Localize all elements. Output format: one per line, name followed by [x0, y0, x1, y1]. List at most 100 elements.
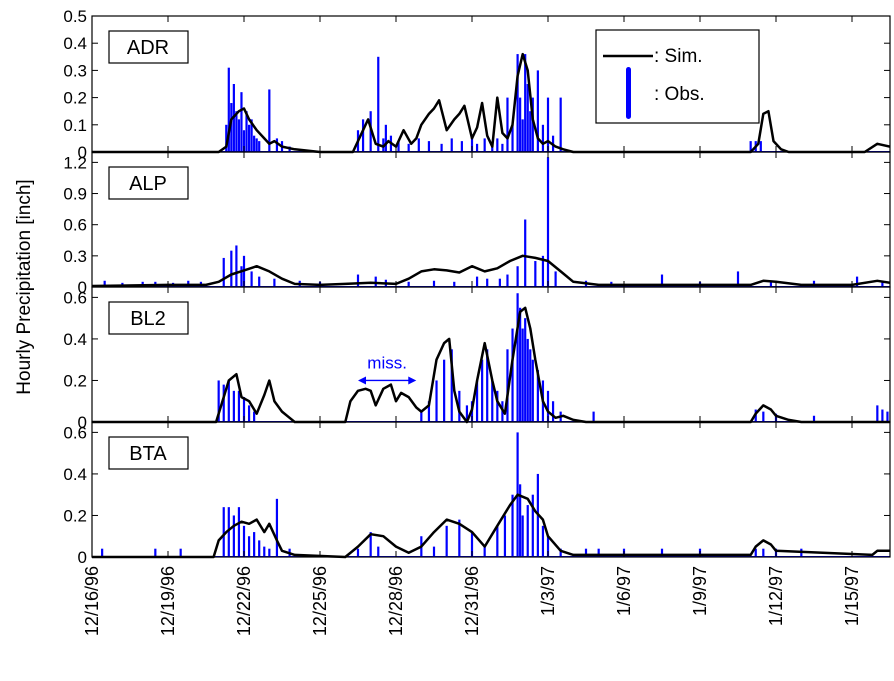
y-tick-label: 0.5	[63, 7, 87, 26]
obs-bar	[253, 135, 256, 152]
panel-frame	[91, 286, 891, 423]
y-tick-label: 0.2	[63, 371, 87, 390]
obs-bar	[453, 281, 456, 287]
obs-bar	[427, 401, 431, 422]
sim-line	[92, 493, 890, 559]
panel-bta: 0 0.2 0.4 0.6 BTA	[63, 421, 891, 567]
obs-bar	[237, 119, 241, 152]
obs-bar	[465, 405, 469, 422]
obs-bar	[232, 390, 235, 422]
obs-bar	[377, 546, 380, 557]
x-tick-label: 1/9/97	[690, 566, 710, 616]
obs-bar	[516, 293, 519, 422]
obs-bar	[247, 405, 251, 422]
obs-bar	[227, 507, 230, 557]
x-tick-label: 1/15/97	[842, 566, 862, 626]
obs-bar	[526, 338, 529, 422]
obs-bar	[546, 536, 550, 557]
x-tick-label: 12/16/96	[82, 566, 102, 636]
obs-bar	[440, 143, 443, 152]
obs-bar	[534, 261, 537, 287]
obs-bar	[541, 124, 545, 152]
obs-bar	[496, 525, 499, 557]
obs-bar	[592, 411, 595, 422]
obs-bar	[754, 548, 757, 557]
y-tick-label: 0.3	[63, 247, 87, 266]
obs-bar	[526, 84, 529, 152]
x-tick-label: 1/12/97	[766, 566, 786, 626]
obs-bar	[253, 532, 256, 557]
y-tick-label: 0	[78, 548, 87, 567]
obs-bar	[235, 245, 238, 287]
obs-bar	[886, 411, 889, 422]
obs-bar	[369, 532, 372, 557]
obs-bar	[450, 138, 453, 152]
legend-box	[595, 29, 760, 124]
panel-label-box	[108, 30, 189, 64]
obs-bar	[531, 359, 534, 422]
obs-bar	[524, 54, 527, 152]
panel-frame	[91, 151, 891, 288]
sim-line	[91, 254, 891, 288]
obs-bar	[660, 274, 664, 287]
legend: : Sim. : Obs.	[595, 29, 760, 124]
obs-bar	[356, 274, 360, 287]
y-tick-label: 0	[78, 143, 87, 162]
obs-bar	[511, 494, 514, 557]
obs-bar	[660, 548, 664, 557]
obs-bar	[417, 138, 420, 152]
obs-bar	[559, 97, 562, 152]
x-tick-label: 12/25/96	[310, 566, 330, 636]
obs-bar	[253, 411, 256, 422]
obs-bar	[546, 390, 550, 422]
obs-bar	[475, 380, 479, 422]
obs-bar	[526, 505, 529, 557]
obs-bar	[491, 143, 494, 152]
obs-bar	[516, 266, 519, 287]
obs-bar	[506, 349, 509, 422]
obs-bar	[475, 276, 479, 287]
y-tick-label: 0.4	[63, 465, 87, 484]
panel-label-box	[108, 166, 189, 200]
miss-annotation: miss.	[367, 353, 407, 372]
obs-bar	[240, 92, 243, 152]
y-tick-label: 0.6	[63, 423, 87, 442]
obs-bar	[222, 257, 225, 287]
obs-bar	[103, 280, 106, 287]
obs-bar	[268, 548, 271, 557]
x-tick-label: 1/6/97	[614, 566, 634, 616]
obs-bar	[250, 271, 253, 287]
y-tick-label: 0	[78, 278, 87, 297]
obs-bar	[240, 266, 243, 287]
obs-bar	[235, 111, 238, 152]
obs-bar	[491, 380, 494, 422]
obs-bar	[501, 143, 504, 152]
obs-bar	[736, 271, 740, 287]
y-axis-label: Hourly Precipitation [inch]	[14, 179, 35, 394]
x-tick-label: 12/22/96	[234, 566, 254, 636]
obs-bar	[460, 141, 463, 152]
panel-frame	[91, 421, 891, 558]
y-tick-label: 1.2	[63, 153, 87, 172]
panel-frame	[91, 15, 891, 153]
y-tick-label: 0	[78, 413, 87, 432]
obs-bar	[154, 548, 157, 557]
obs-bar	[458, 519, 461, 557]
obs-bar	[258, 276, 261, 287]
obs-bar	[519, 97, 522, 152]
obs-bar	[384, 124, 387, 152]
obs-bar	[443, 359, 446, 422]
legend-obs-label: : Obs.	[654, 84, 705, 105]
panels: 00.10.20.30.40.5ADR00.30.60.91.2ALP00.20…	[63, 7, 891, 567]
obs-bar	[531, 97, 534, 152]
obs-bar	[536, 370, 539, 422]
obs-bar	[529, 111, 532, 152]
obs-bar	[268, 89, 271, 152]
legend-sim-label: : Sim.	[654, 46, 703, 67]
obs-bar	[762, 548, 765, 557]
obs-bar	[551, 401, 555, 422]
obs-bar	[749, 141, 752, 152]
obs-bar	[486, 278, 489, 287]
obs-bar	[242, 397, 246, 422]
